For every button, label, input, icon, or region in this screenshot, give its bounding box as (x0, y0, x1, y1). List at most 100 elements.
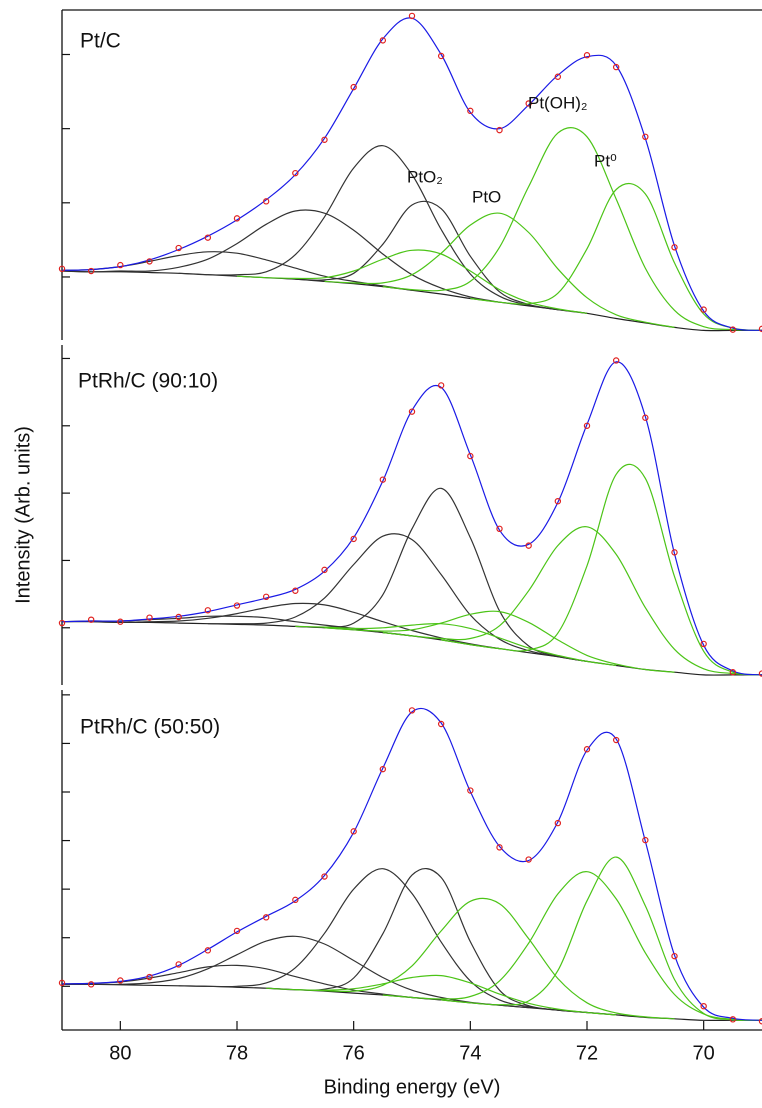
fit-curve (178, 868, 588, 1014)
data-point (350, 83, 357, 91)
data-point (262, 914, 270, 921)
data-point (292, 896, 299, 904)
data-point (642, 836, 649, 844)
data-point (233, 215, 241, 222)
data-point (729, 1016, 737, 1023)
data-point (758, 670, 762, 677)
fit-curve (295, 897, 675, 1020)
fit-curve (470, 183, 762, 331)
data-point (700, 306, 707, 313)
data-point (321, 873, 328, 880)
data-point (87, 267, 95, 275)
data-point (117, 977, 124, 984)
data-point (233, 602, 241, 609)
data-point (467, 787, 474, 794)
data-point (467, 452, 474, 460)
fit-curve (178, 145, 588, 314)
data-point (554, 819, 562, 827)
x-tick-label: 78 (226, 1042, 248, 1064)
fit-curve (61, 361, 762, 676)
data-point (58, 619, 66, 627)
data-point (554, 73, 562, 80)
data-point (700, 640, 707, 648)
data-point (262, 198, 270, 205)
data-point (496, 525, 503, 533)
data-point (87, 616, 95, 623)
data-point (496, 844, 503, 851)
data-point (292, 587, 299, 594)
data-point (437, 720, 445, 728)
fit-curve (91, 602, 500, 650)
data-point (729, 669, 737, 676)
x-tick-label: 70 (693, 1042, 715, 1064)
x-axis-title: Binding energy (eV) (324, 1076, 501, 1098)
peak-label: PtO₂ (407, 167, 443, 186)
panel-title: PtRh/C (50:50) (80, 716, 220, 739)
data-point (146, 258, 153, 265)
data-point (729, 326, 737, 333)
peak-label: Pt(OH)₂ (528, 93, 587, 112)
data-point (379, 37, 387, 44)
fit-curve (236, 249, 588, 314)
fit-curve (382, 526, 762, 676)
data-point (233, 927, 241, 935)
panel-title: Pt/C (80, 30, 121, 53)
fit-curve (61, 17, 762, 331)
fit-curve (324, 212, 675, 328)
data-point (758, 325, 762, 333)
fit-curve (207, 533, 588, 662)
data-point (583, 746, 591, 753)
data-point (612, 63, 620, 71)
fit-curve (441, 463, 762, 676)
data-point (204, 234, 212, 241)
data-point (437, 382, 445, 389)
fit-curve (295, 622, 617, 667)
data-point (262, 593, 270, 601)
peak-label: Pt⁰ (594, 151, 617, 170)
data-point (146, 614, 153, 621)
fit-curve (382, 127, 762, 331)
fit-curve (441, 856, 762, 1022)
panel-title: PtRh/C (90:10) (78, 370, 218, 393)
data-point (175, 244, 182, 252)
data-point (408, 12, 416, 20)
x-tick-label: 74 (459, 1042, 481, 1064)
data-point (87, 981, 95, 988)
data-point (379, 765, 387, 773)
data-point (175, 613, 182, 621)
data-point (671, 244, 678, 251)
data-point (642, 133, 649, 141)
data-point (204, 607, 212, 614)
fit-curve (61, 209, 500, 303)
data-point (612, 357, 620, 364)
fit-curve (266, 974, 617, 1016)
data-point (554, 497, 562, 505)
data-point (671, 952, 678, 960)
x-tick-label: 72 (576, 1042, 598, 1064)
data-point (671, 549, 678, 556)
baseline-curve (61, 270, 762, 332)
data-point (379, 476, 387, 483)
data-point (467, 107, 474, 115)
peak-label: PtO (472, 187, 501, 206)
fit-curve (382, 871, 762, 1021)
fit-curve (324, 610, 675, 673)
fit-curve (295, 200, 558, 311)
x-tick-label: 80 (109, 1042, 131, 1064)
data-point (58, 265, 66, 273)
data-point (437, 52, 445, 60)
data-point (146, 973, 153, 981)
y-axis-title: Intensity (Arb. units) (12, 426, 34, 604)
x-tick-label: 76 (343, 1042, 365, 1064)
data-point (117, 261, 124, 269)
data-point (525, 542, 532, 549)
data-point (350, 828, 357, 835)
data-point (642, 414, 649, 421)
data-point (350, 535, 357, 543)
fit-curve (61, 707, 762, 1021)
data-point (496, 126, 503, 134)
data-point (583, 422, 591, 429)
data-point (117, 618, 124, 625)
